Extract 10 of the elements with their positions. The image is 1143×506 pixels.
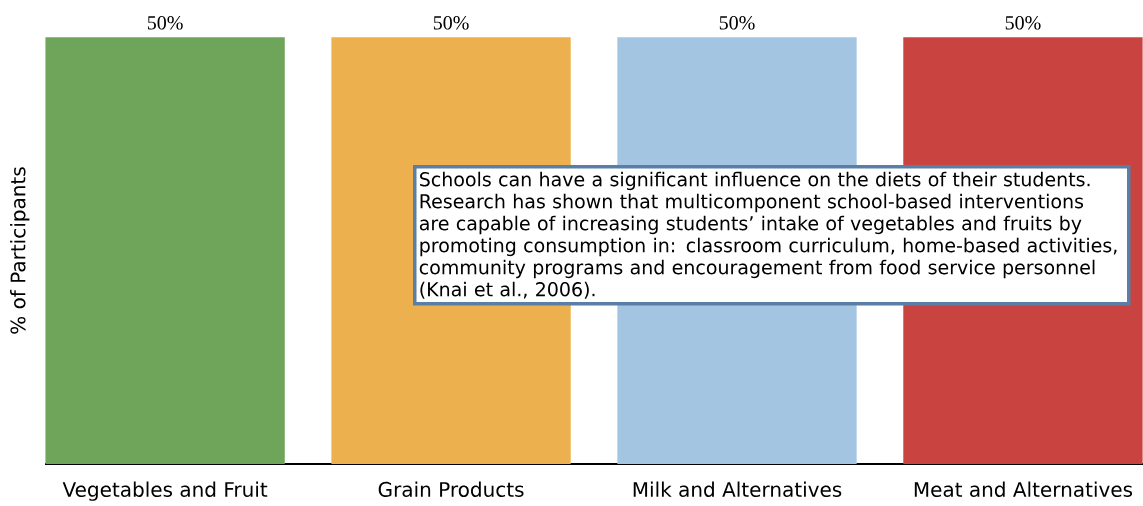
y-axis-title: % of Participants	[10, 167, 30, 334]
x-tick-label: Meat and Alternatives	[914, 481, 1133, 497]
x-tick-label: Vegetables and Fruit	[62, 481, 268, 501]
data-label: 50%	[1005, 16, 1041, 30]
data-label: 50%	[147, 16, 183, 30]
data-label: 50%	[719, 16, 755, 30]
data-label: 50%	[433, 16, 469, 30]
annotation: Schools can have a significant influence on the diets of their students. Research has shown that multicomponent school-based interventions are capable of increasing students’ intake of vegetables and fruits by promoting consumption in: classroom curriculum, home-based activities, community programs and encouragement from food service personnel (Knai et al., 2006).	[419, 171, 1117, 299]
x-tick-label: Grain Products	[378, 481, 524, 497]
x-tick-label: Milk and Alternatives	[633, 481, 842, 497]
